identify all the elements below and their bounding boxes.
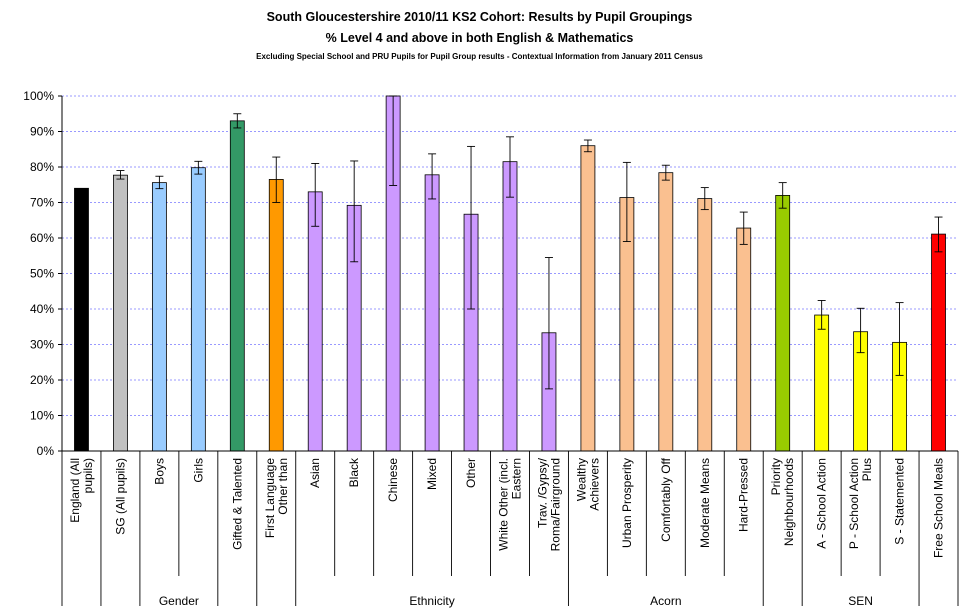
y-tick-label: 50% (30, 267, 54, 281)
y-tick-label: 80% (30, 160, 54, 174)
x-tick-label: P - School ActionPlus (847, 458, 874, 549)
bar (931, 233, 946, 452)
x-tick-label: Hard-Pressed (737, 458, 751, 532)
bar (307, 191, 323, 452)
group-label: SEN (848, 594, 873, 608)
y-tick-label: 20% (30, 373, 54, 387)
x-tick-label: Comfortably Off (659, 457, 673, 541)
chart-note: Excluding Special School and PRU Pupils … (256, 52, 703, 61)
x-tick-label: Boys (152, 458, 166, 485)
x-tick-label: Girls (191, 458, 205, 483)
bar (814, 314, 830, 452)
x-tick-label: White Other (incl.Eastern (497, 458, 524, 551)
bar (775, 194, 791, 452)
x-tick-label: Mixed (425, 458, 439, 490)
x-tick-label: SG (All pupils) (113, 458, 127, 535)
y-tick-label: 60% (30, 231, 54, 245)
y-tick-label: 10% (30, 409, 54, 423)
bar (424, 174, 440, 452)
x-tick-label: S - Statemented (893, 458, 907, 545)
bar (113, 174, 128, 452)
x-tick-label: Urban Prosperity (620, 458, 634, 548)
x-tick-label: Other (464, 458, 478, 488)
x-tick-label: PriorityNeighbourhoods (769, 458, 796, 546)
group-label: Ethnicity (409, 594, 454, 608)
group-label: Acorn (650, 594, 681, 608)
bar (229, 120, 245, 452)
bar (736, 227, 752, 452)
chart-subtitle: % Level 4 and above in both English & Ma… (325, 31, 634, 45)
group-label: Gender (159, 594, 199, 608)
chart-title: South Gloucestershire 2010/11 KS2 Cohort… (266, 10, 693, 24)
x-tick-label: Asian (308, 458, 322, 488)
x-tick-label: Moderate Means (698, 458, 712, 548)
bar (697, 198, 713, 452)
x-tick-label: Black (347, 457, 361, 487)
x-tick-label: A - School Action (815, 458, 829, 549)
x-tick-label: Chinese (386, 458, 400, 502)
y-tick-label: 100% (23, 89, 54, 103)
bar (580, 145, 596, 452)
x-tick-label: First LanguageOther than (263, 458, 290, 538)
y-tick-label: 40% (30, 302, 54, 316)
x-tick-label: Free School Meals (932, 458, 946, 558)
y-tick-label: 0% (37, 444, 55, 458)
y-tick-label: 30% (30, 338, 54, 352)
bar (658, 172, 674, 452)
bar (268, 179, 284, 452)
y-tick-label: 70% (30, 196, 54, 210)
bar (502, 161, 518, 452)
bar (151, 182, 167, 452)
bar (190, 167, 206, 452)
x-tick-label: England (Allpupils) (68, 458, 95, 523)
y-tick-label: 90% (30, 125, 54, 139)
x-tick-label: Gifted & Talented (230, 458, 244, 550)
x-tick-label: Trav. /Gypsy/Roma/Fairground (535, 457, 562, 551)
x-tick-label: WealthyAchievers (574, 458, 601, 511)
bar (74, 187, 89, 452)
